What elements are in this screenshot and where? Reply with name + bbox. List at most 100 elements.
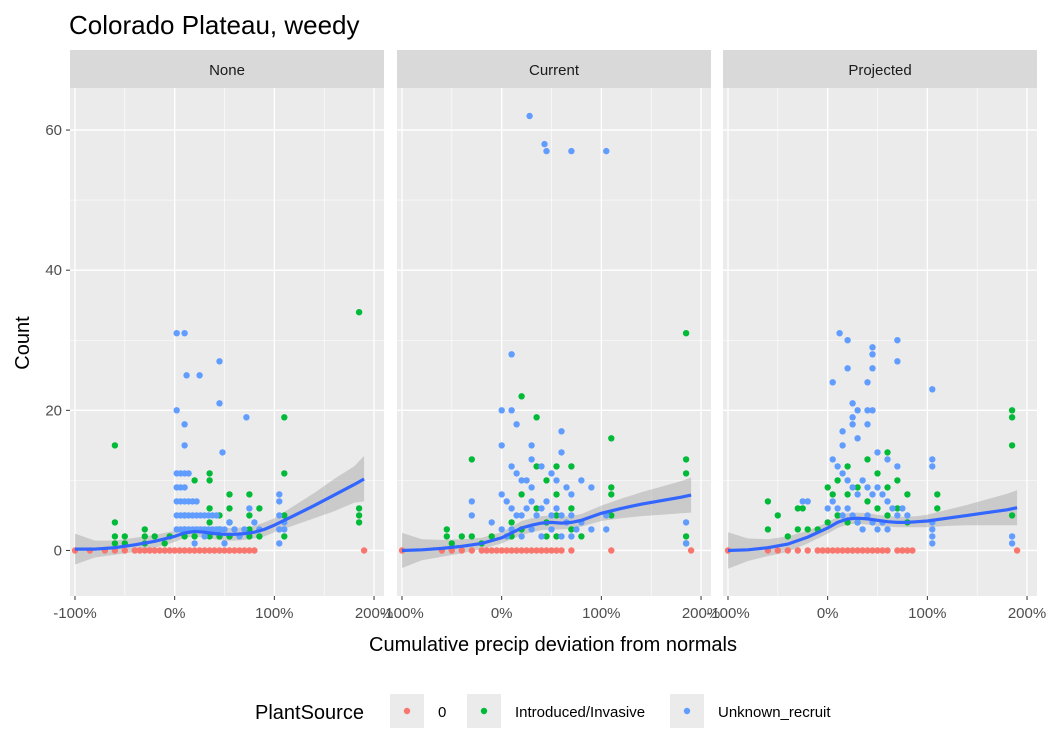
data-point [226, 491, 233, 498]
facet-panel-current: Current -100% 0% 100% 200% [380, 50, 720, 622]
data-point [543, 477, 550, 484]
data-point [603, 526, 610, 533]
data-point [281, 533, 288, 540]
data-point [884, 526, 891, 533]
data-point [513, 512, 520, 519]
data-point [1008, 540, 1016, 547]
data-point [578, 533, 585, 540]
data-point [538, 505, 545, 512]
data-point [929, 456, 936, 463]
data-point [246, 533, 253, 540]
data-point [246, 505, 253, 512]
data-point [131, 547, 138, 554]
data-point [468, 456, 475, 463]
data-point [1008, 414, 1016, 421]
data-point [839, 470, 846, 477]
data-point [156, 547, 163, 554]
data-point [508, 547, 515, 554]
facet-panel-none: None -100% 0% 100% 200% 0 20 40 60 [45, 50, 393, 622]
data-point [201, 533, 208, 540]
data-point [884, 498, 891, 505]
data-point [483, 547, 490, 554]
data-point [608, 484, 615, 491]
data-point [804, 547, 811, 554]
data-point [141, 547, 148, 554]
data-point [568, 505, 575, 512]
data-point [839, 512, 846, 519]
data-point [518, 393, 525, 400]
data-point [824, 484, 831, 491]
legend-marker [683, 707, 691, 715]
data-point [533, 547, 540, 554]
data-point [682, 540, 690, 547]
data-point [206, 519, 213, 526]
data-point [173, 330, 180, 337]
x-tick-label: 0% [491, 605, 513, 622]
data-point [899, 547, 906, 554]
data-point [468, 512, 475, 519]
data-point [533, 505, 540, 512]
data-point [864, 512, 871, 519]
data-point [834, 547, 841, 554]
data-point [784, 547, 791, 554]
data-point [854, 484, 861, 491]
data-point [528, 547, 535, 554]
y-axis-title: Count [12, 316, 34, 370]
data-point [191, 547, 198, 554]
data-point [206, 547, 213, 554]
data-point [1008, 407, 1016, 414]
data-point [844, 477, 851, 484]
legend-label: 0 [438, 704, 446, 721]
data-point [608, 491, 615, 498]
x-tick-label: 200% [682, 605, 720, 622]
data-point [869, 407, 876, 414]
data-point [488, 547, 495, 554]
data-point [849, 547, 856, 554]
data-point [894, 358, 901, 365]
data-point [355, 512, 363, 519]
data-point [528, 456, 535, 463]
data-point [874, 470, 881, 477]
data-point [448, 540, 455, 547]
legend-label: Unknown_recruit [718, 704, 831, 721]
data-point [538, 547, 545, 554]
data-point [508, 351, 515, 358]
data-point [894, 512, 901, 519]
data-point [884, 512, 891, 519]
x-tick-label: 200% [355, 605, 393, 622]
data-point [216, 547, 223, 554]
data-point [864, 379, 871, 386]
data-point [443, 526, 450, 533]
data-point [276, 526, 283, 533]
data-point [568, 147, 575, 155]
data-point [839, 442, 846, 449]
data-point [874, 484, 881, 491]
data-point [523, 477, 530, 484]
data-point [241, 526, 248, 533]
data-point [201, 547, 208, 554]
data-point [498, 407, 505, 414]
data-point [799, 505, 806, 512]
data-point [829, 456, 836, 463]
chart-title: Colorado Plateau, weedy [69, 10, 360, 40]
data-point [829, 498, 836, 505]
data-point [563, 484, 570, 491]
x-axis-title: Cumulative precip deviation from normals [369, 634, 737, 656]
data-point [276, 498, 283, 505]
data-point [193, 498, 200, 505]
data-point [141, 533, 148, 540]
data-point [173, 407, 180, 414]
data-point [824, 505, 831, 512]
data-point [111, 533, 119, 540]
data-point [121, 547, 128, 554]
data-point [513, 547, 520, 554]
data-point [181, 421, 188, 428]
data-point [608, 547, 615, 554]
data-point [246, 491, 253, 498]
data-point [533, 463, 540, 470]
data-point [774, 547, 781, 554]
data-point [764, 498, 772, 505]
data-point [553, 463, 560, 470]
data-point [191, 477, 198, 484]
data-point [518, 547, 525, 554]
